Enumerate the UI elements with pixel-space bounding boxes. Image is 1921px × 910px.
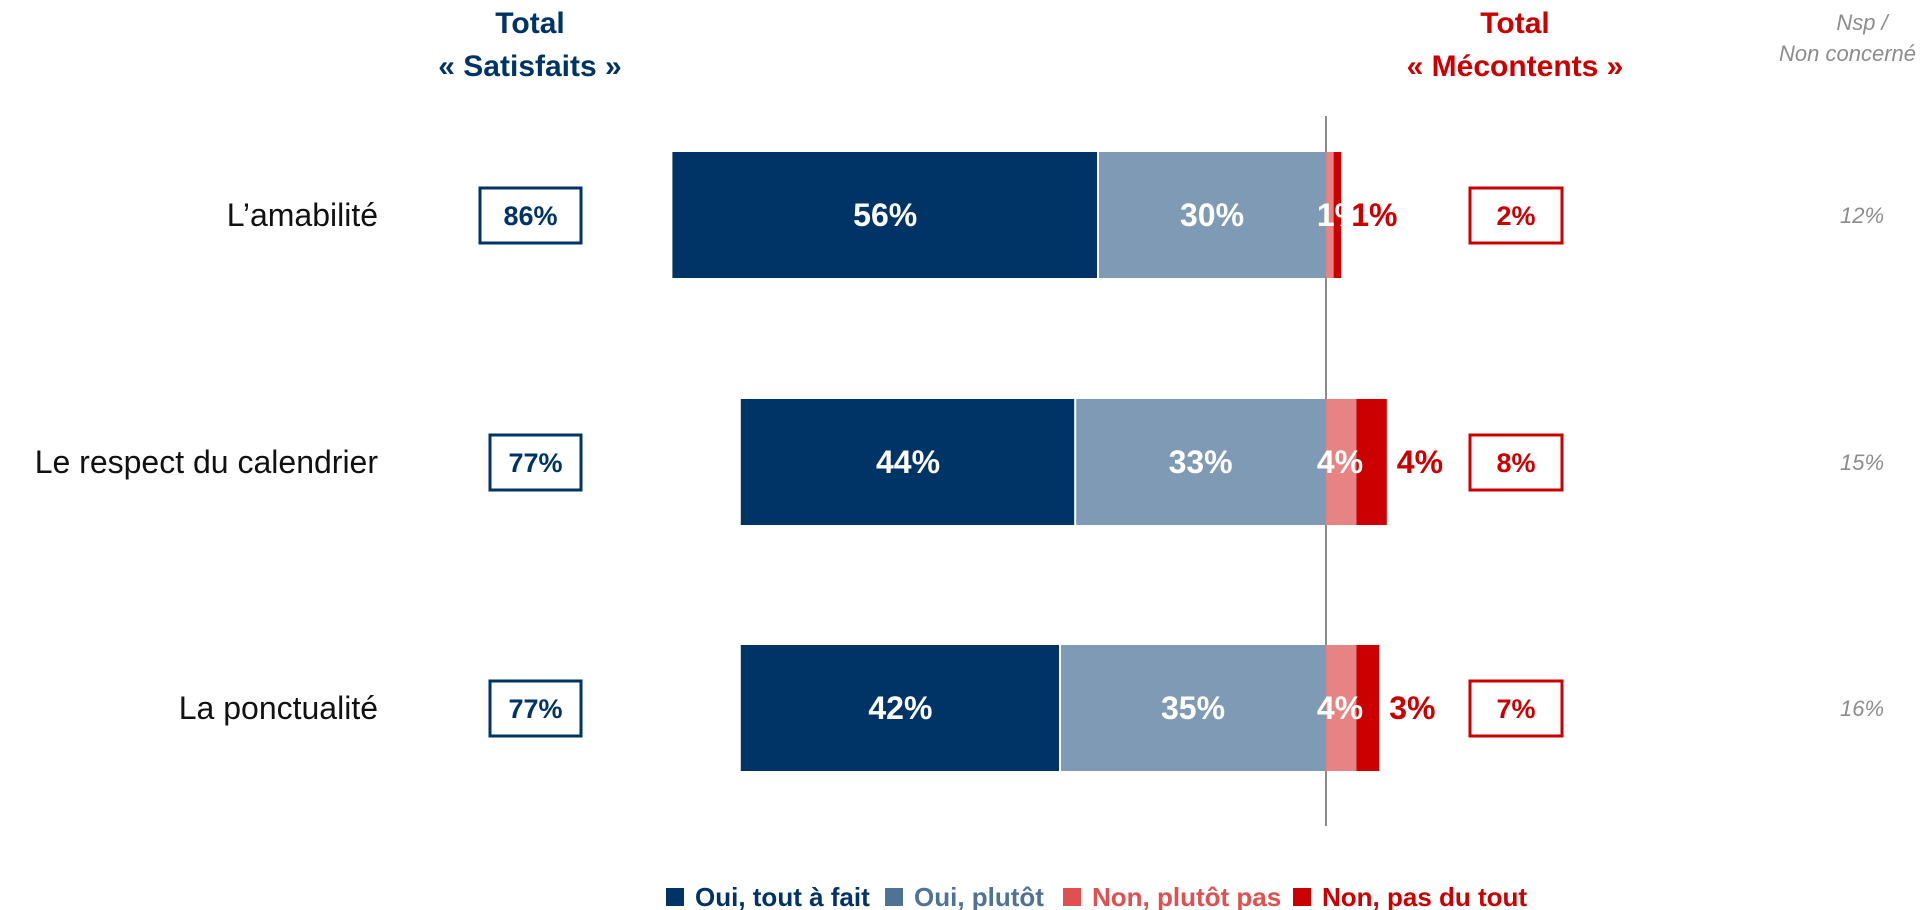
total-satisfied-value: 77% (508, 694, 562, 724)
data-label-non-pas-du-tout: 4% (1397, 444, 1443, 480)
bar-oui-tout-a-fait (740, 645, 1060, 771)
nsp-value: 15% (1840, 450, 1884, 475)
chart-row: L’amabilité 56% 30% 1%1% 86% 2% 12% (227, 152, 1884, 278)
data-label-oui-plutot: 30% (1180, 197, 1244, 233)
total-discontent-box (1468, 186, 1564, 245)
discontent-header-line2: « Mécontents » (1407, 50, 1624, 83)
data-label-oui-tout-a-fait: 42% (868, 690, 932, 726)
total-satisfied-value: 77% (508, 448, 562, 478)
data-label-non-pas-du-tout: 1% (1351, 197, 1397, 233)
legend-swatch (885, 888, 903, 906)
chart-rows: L’amabilité 56% 30% 1%1% 86% 2% 12% Le respect … (35, 152, 1884, 771)
total-satisfied-box (488, 433, 583, 492)
bar-non-plutot-pas (1326, 152, 1334, 278)
satisfied-header-line1: Total (495, 7, 564, 40)
discontent-header: Total « Mécontents » (1407, 7, 1624, 83)
bar-non-pas-du-tout (1333, 152, 1342, 278)
legend-swatch (666, 888, 684, 906)
total-satisfied-box (488, 679, 583, 738)
satisfied-header-line2: « Satisfaits » (438, 50, 621, 83)
total-satisfied-box (478, 186, 583, 245)
legend-swatch (1293, 888, 1311, 906)
bar-oui-tout-a-fait (672, 152, 1098, 278)
total-discontent-box (1468, 679, 1564, 738)
bar-oui-plutot (1098, 152, 1326, 278)
legend-label: Non, plutôt pas (1092, 882, 1281, 910)
legend-label: Oui, plutôt (914, 882, 1044, 910)
bar-oui-tout-a-fait (740, 399, 1076, 525)
data-label-non-plutot-pas: 4% (1317, 690, 1363, 726)
nsp-value: 12% (1840, 203, 1884, 228)
bar-oui-plutot (1060, 645, 1326, 771)
bar-non-plutot-pas (1326, 645, 1357, 771)
nsp-header-line2: Non concerné (1779, 41, 1916, 66)
total-discontent-value: 7% (1496, 694, 1535, 724)
data-label-oui-plutot: 35% (1161, 690, 1225, 726)
nsp-value: 16% (1840, 696, 1884, 721)
data-label-non-plutot-pas: 4% (1317, 444, 1363, 480)
legend: Oui, tout à fait Oui, plutôt Non, plutôt p… (666, 882, 1527, 910)
chart-row: Le respect du calendrier 44% 33% 4% 4% 77% 8% 1… (35, 399, 1884, 525)
total-discontent-value: 2% (1496, 201, 1535, 231)
nsp-header: Nsp / Non concerné (1779, 10, 1916, 66)
data-label-oui-plutot: 33% (1169, 444, 1233, 480)
legend-swatch (1063, 888, 1081, 906)
data-label-non-plutot-pas: 1% (1317, 197, 1363, 233)
bar-non-pas-du-tout (1356, 645, 1380, 771)
satisfied-header: Total « Satisfaits » (438, 7, 621, 83)
discontent-header-line1: Total (1480, 7, 1549, 40)
category-label: L’amabilité (227, 197, 378, 233)
bar-non-pas-du-tout (1356, 399, 1387, 525)
bar-oui-plutot (1075, 399, 1326, 525)
total-discontent-value: 8% (1496, 448, 1535, 478)
total-discontent-box (1468, 433, 1564, 492)
data-label-oui-tout-a-fait: 44% (876, 444, 940, 480)
category-label: La ponctualité (179, 690, 378, 726)
data-label-non-pas-du-tout: 3% (1389, 690, 1435, 726)
total-satisfied-value: 86% (503, 201, 557, 231)
legend-label: Non, pas du tout (1322, 882, 1527, 910)
legend-label: Oui, tout à fait (695, 882, 870, 910)
category-label: Le respect du calendrier (35, 444, 379, 480)
chart-row: La ponctualité 42% 35% 4% 3% 77% 7% 16% (179, 645, 1884, 771)
bar-non-plutot-pas (1326, 399, 1357, 525)
data-label-oui-tout-a-fait: 56% (853, 197, 917, 233)
nsp-header-line1: Nsp / (1836, 10, 1889, 35)
